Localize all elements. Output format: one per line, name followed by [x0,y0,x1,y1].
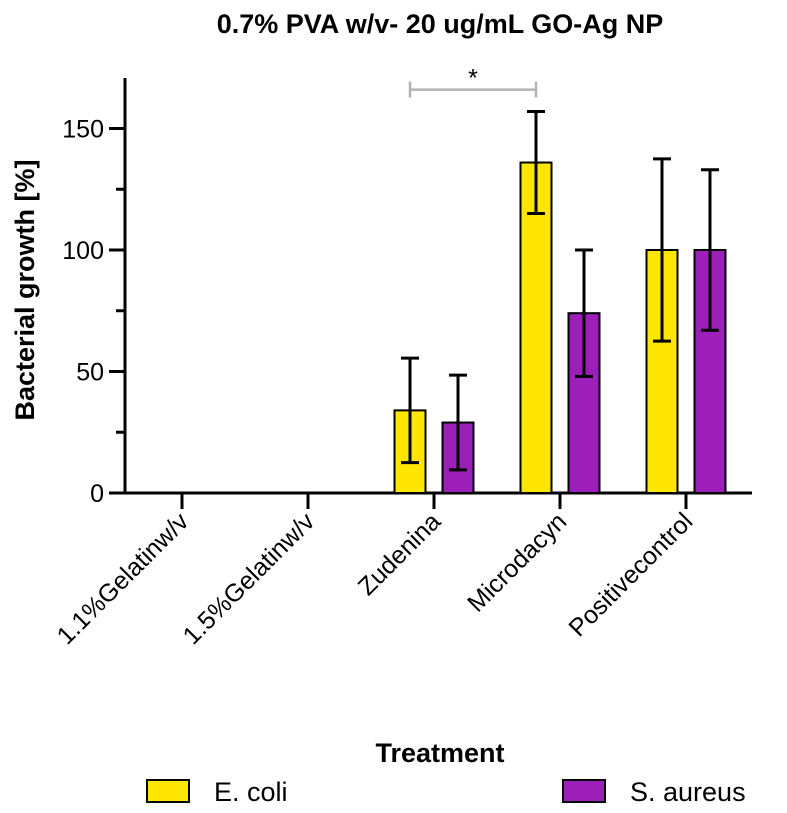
legend-swatch-s-aureus [562,779,606,803]
x-tick-label-positivecontrol: Positivecontrol [563,507,698,642]
y-tick-label: 150 [62,116,104,144]
x-tick-label-1-1-gelatinw-v: 1.1%Gelatinw/v [52,507,195,650]
y-tick-label: 0 [90,480,104,508]
chart-title: 0.7% PVA w/v- 20 ug/mL GO-Ag NP [217,9,664,39]
x-axis-title: Treatment [375,738,504,768]
y-tick-label: 100 [62,237,104,265]
y-axis-title: Bacterial growth [%] [10,159,40,420]
legend-swatch-e-coli [146,779,190,803]
legend-label-e-coli: E. coli [214,777,288,807]
legend: E. coli S. aureus [146,777,746,807]
x-tick-label-zudenina: Zudenina [353,507,447,601]
y-tick-label: 50 [76,359,104,387]
x-tick-label-microdacyn: Microdacyn [462,507,572,617]
bar-e-coli-microdacyn [519,161,553,495]
legend-label-s-aureus: S. aureus [630,777,746,807]
plot-area: 0 50 100 150 1.1%Gelatinw/v1.5%Gelatinw/v Zud… [52,65,752,650]
x-tick-label-1-5-gelatinw-v: 1.5%Gelatinw/v [178,507,321,650]
significance-star: * [468,65,478,93]
